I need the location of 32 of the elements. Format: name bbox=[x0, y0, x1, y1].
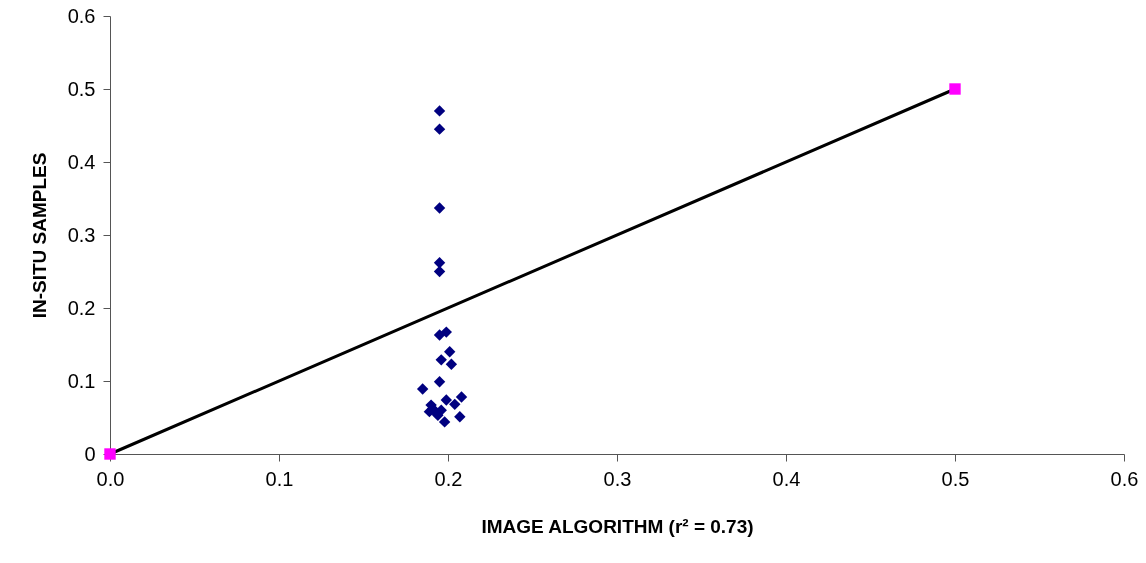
y-axis-title: IN-SITU SAMPLES bbox=[28, 152, 50, 319]
point bbox=[440, 326, 453, 338]
point bbox=[433, 105, 446, 117]
x-tick-label: 0.4 bbox=[772, 467, 801, 490]
point bbox=[416, 383, 429, 395]
x-tick-label: 0.6 bbox=[1110, 467, 1139, 490]
point bbox=[438, 416, 451, 428]
y-tick-label: 0.6 bbox=[67, 4, 96, 27]
x-axis-title: IMAGE ALGORITHM (r² = 0.73) bbox=[481, 515, 754, 537]
x-tick-label: 0.1 bbox=[265, 467, 294, 490]
x-tick-label: 0.5 bbox=[941, 467, 970, 490]
point bbox=[440, 394, 453, 406]
point bbox=[455, 391, 468, 403]
y-tick-label: 0.3 bbox=[67, 223, 96, 246]
x-tick-label: 0.2 bbox=[434, 467, 463, 490]
point bbox=[433, 329, 446, 341]
point bbox=[449, 398, 461, 411]
point bbox=[433, 202, 446, 214]
point bbox=[949, 83, 961, 95]
point bbox=[443, 346, 456, 358]
point bbox=[433, 376, 446, 388]
y-tick-label: 0.2 bbox=[67, 296, 96, 319]
y-tick-label: 0.4 bbox=[67, 150, 96, 173]
point bbox=[435, 354, 447, 366]
y-tick-label: 0.5 bbox=[67, 77, 96, 100]
point bbox=[454, 411, 466, 423]
point bbox=[433, 123, 446, 135]
y-tick-label: 0.1 bbox=[67, 369, 96, 392]
x-tick-label: 0.0 bbox=[96, 467, 125, 490]
y-tick-label: 0 bbox=[84, 442, 96, 465]
point bbox=[445, 358, 458, 370]
x-tick-label: 0.3 bbox=[603, 467, 632, 490]
